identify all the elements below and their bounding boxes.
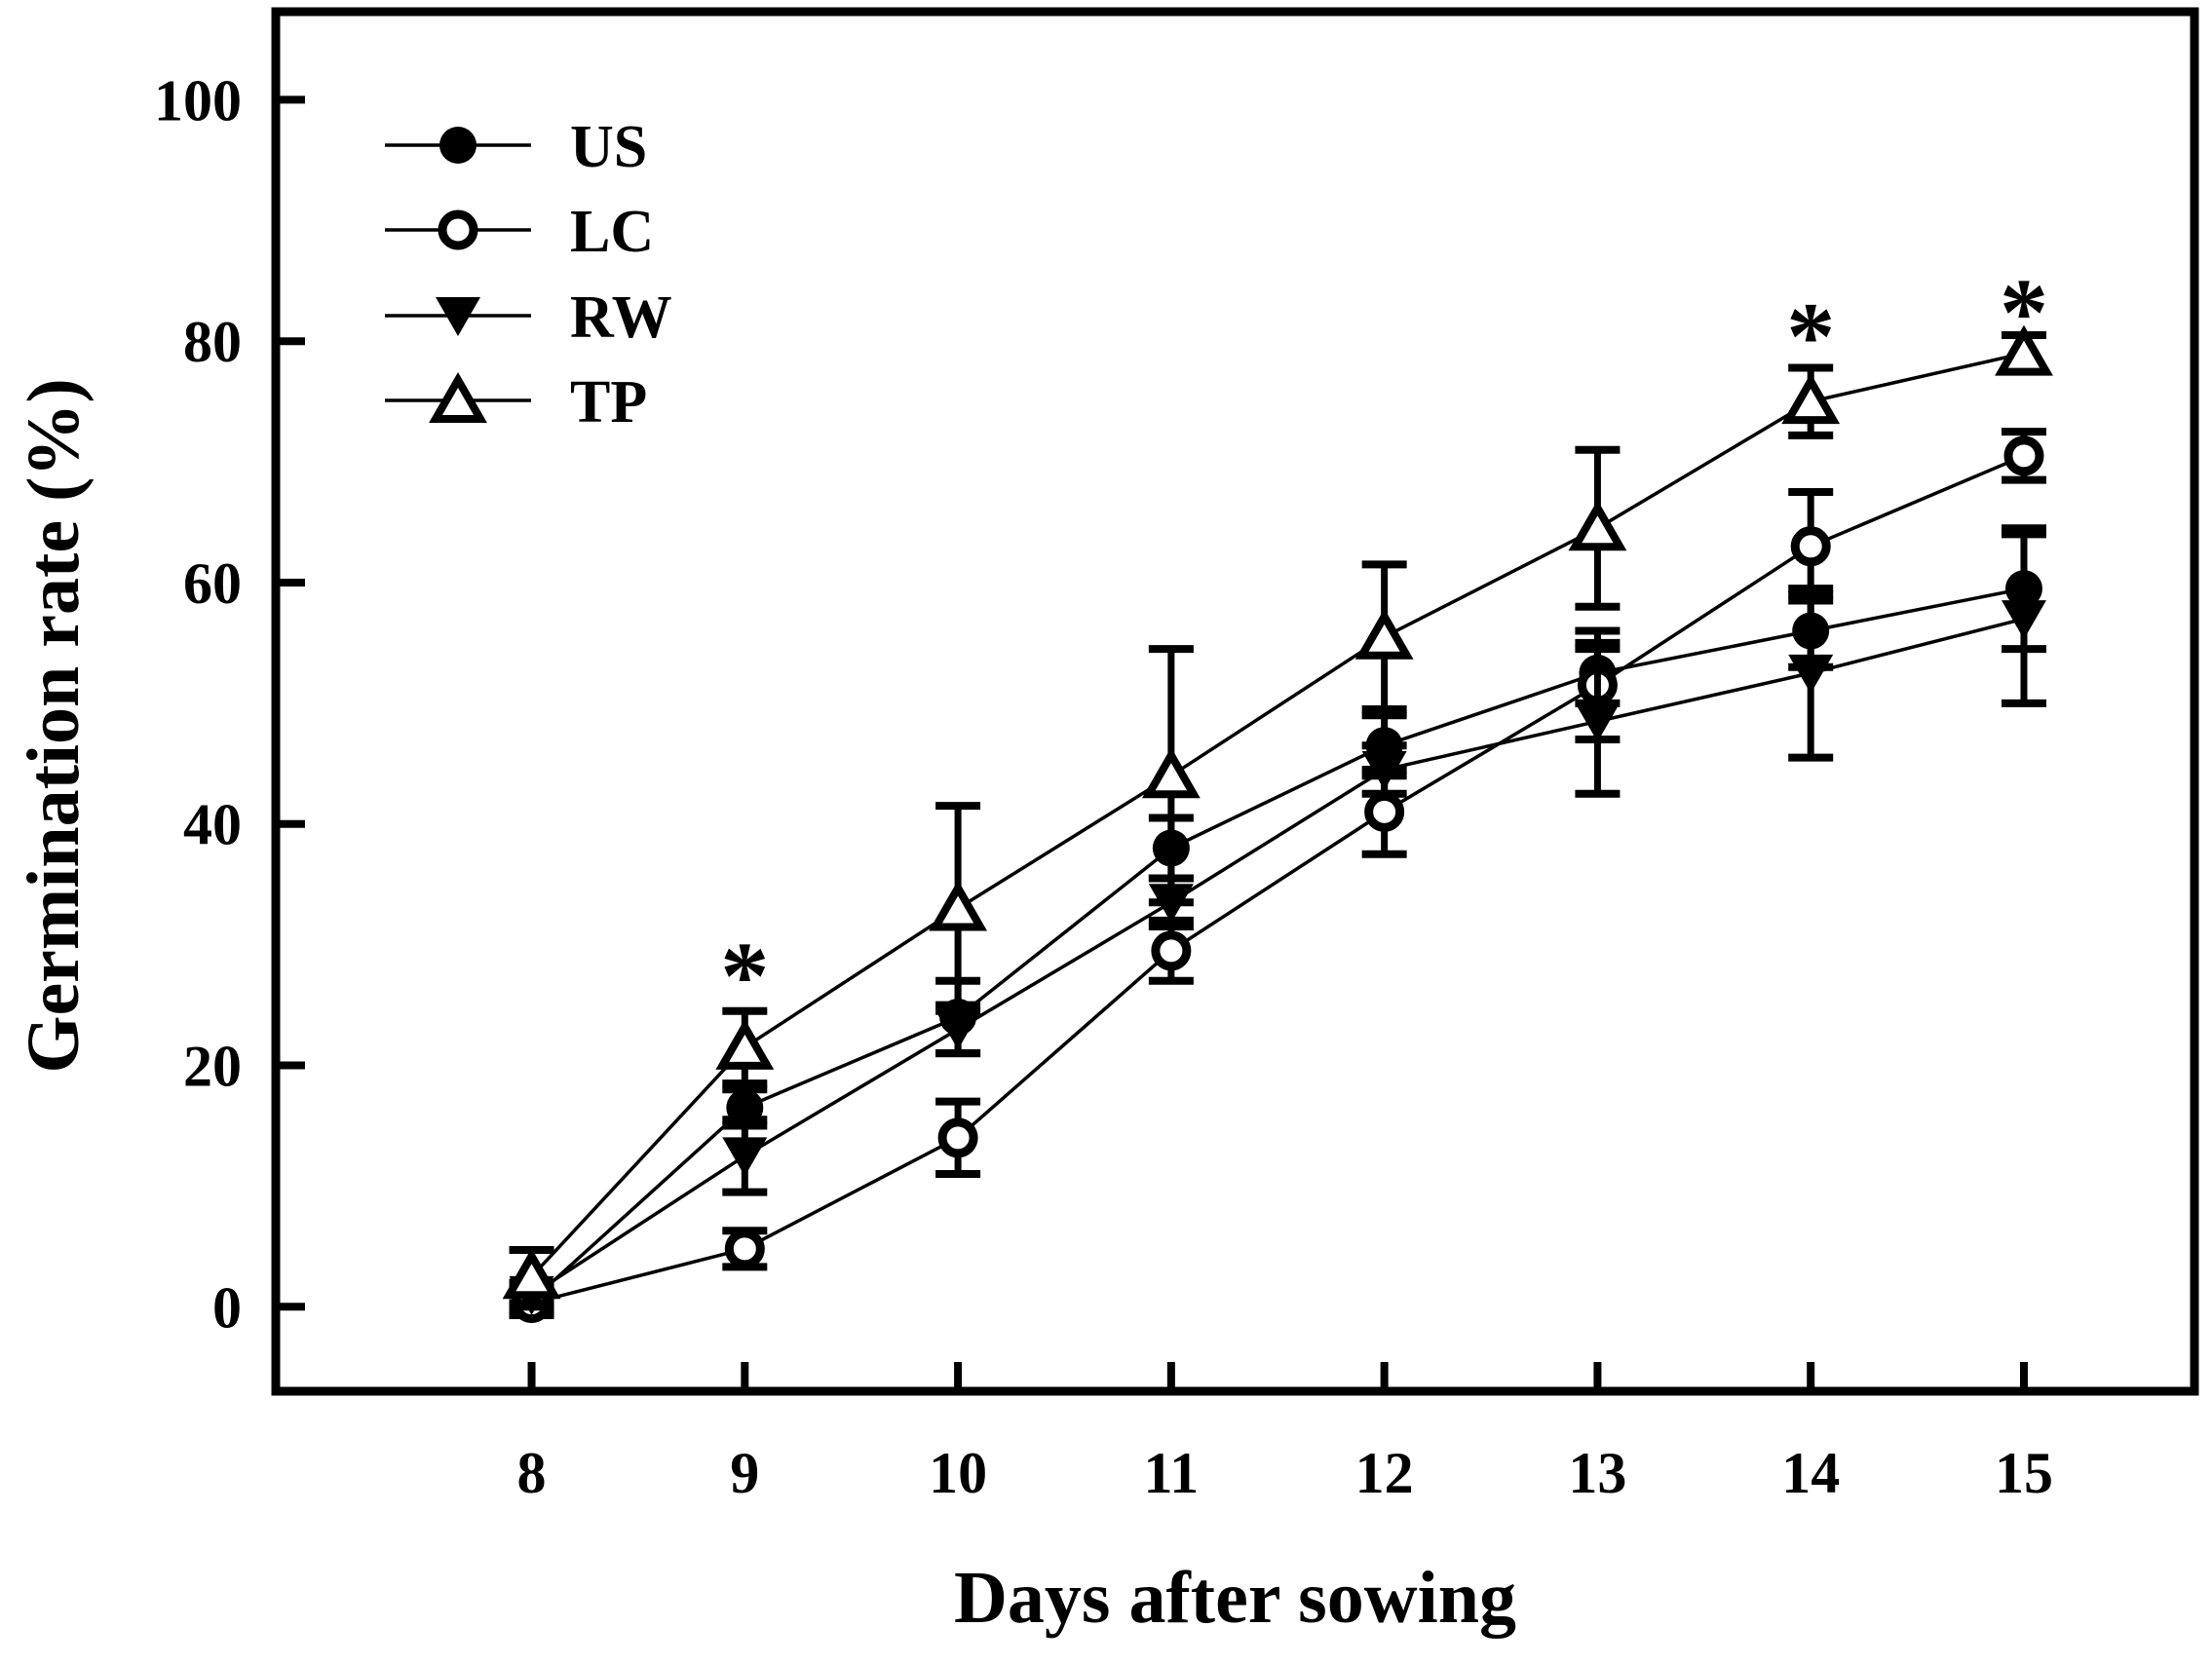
- x-axis-title: Days after sowing: [954, 1557, 1516, 1639]
- y-axis-title: Germination rate (%): [13, 378, 95, 1073]
- series-RW-marker: [2001, 600, 2046, 640]
- series-TP-marker: [1141, 747, 1201, 799]
- x-tick-label: 8: [517, 1441, 547, 1505]
- y-tick-label: 60: [183, 551, 242, 616]
- series-RW-marker: [1575, 702, 1621, 742]
- y-axis: 0 20 40 60 80 100: [154, 68, 305, 1340]
- legend-label-TP: TP: [570, 369, 647, 435]
- series-TP-marker: [502, 1248, 561, 1300]
- series-LC-line: [531, 454, 2025, 1306]
- legend-item-US: US: [385, 114, 647, 180]
- series-LC-marker: [2003, 435, 2044, 476]
- series-LC-marker: [724, 1229, 765, 1269]
- significance-asterisk: *: [720, 922, 769, 1030]
- legend: US LC RW TP: [385, 114, 672, 435]
- series-LC-marker: [937, 1117, 978, 1158]
- series-LC-marker: [1151, 930, 1192, 971]
- legend-label-RW: RW: [570, 284, 672, 351]
- x-axis: 8 9 10 11 12 13 14 15: [517, 1362, 2053, 1505]
- series-LC-marker: [1790, 526, 1831, 567]
- legend-item-LC: LC: [385, 199, 654, 265]
- series-LC-marker: [1364, 791, 1405, 832]
- series-RW-marker: [1361, 750, 1407, 790]
- x-tick-label: 15: [1995, 1441, 2053, 1505]
- legend-label-US: US: [570, 114, 647, 180]
- series-RW-line: [530, 617, 2025, 1297]
- x-tick-label: 14: [1781, 1441, 1840, 1505]
- legend-item-RW: RW: [385, 284, 672, 351]
- legend-item-TP: TP: [385, 369, 647, 435]
- series-TP-marker: [1995, 324, 2053, 376]
- plot-frame: [271, 7, 2199, 1396]
- significance-asterisk: *: [1786, 283, 1835, 391]
- x-tick-label: 10: [929, 1441, 987, 1505]
- y-tick-label: 0: [212, 1275, 242, 1340]
- series-TP-line: [530, 351, 2025, 1278]
- y-tick-label: 80: [183, 310, 242, 374]
- x-tick-label: 11: [1144, 1441, 1200, 1505]
- x-tick-label: 9: [730, 1441, 759, 1505]
- series-TP-marker: [1354, 608, 1414, 660]
- series-RW-marker: [722, 1137, 768, 1177]
- series-TP-marker: [929, 880, 988, 931]
- series-TP-marker: [715, 1018, 775, 1070]
- series-TP-marker: [1568, 500, 1627, 551]
- y-tick-label: 40: [183, 793, 242, 857]
- y-tick-label: 20: [183, 1035, 242, 1099]
- significance-asterisk: *: [2000, 258, 2048, 366]
- legend-marker-LC: [438, 209, 478, 250]
- x-tick-label: 12: [1355, 1441, 1414, 1505]
- legend-marker-RW: [436, 297, 480, 336]
- x-tick-label: 13: [1568, 1441, 1626, 1505]
- series-US-line: [530, 587, 2025, 1303]
- legend-label-LC: LC: [570, 199, 654, 265]
- series-RW-marker: [1788, 654, 1834, 694]
- series-TP: [502, 324, 2053, 1307]
- series-RW-marker: [935, 1010, 981, 1050]
- y-tick-label: 100: [154, 68, 242, 132]
- legend-marker-US: [439, 127, 477, 164]
- legend-marker-TP: [429, 371, 487, 423]
- series-TP-marker: [1781, 373, 1841, 425]
